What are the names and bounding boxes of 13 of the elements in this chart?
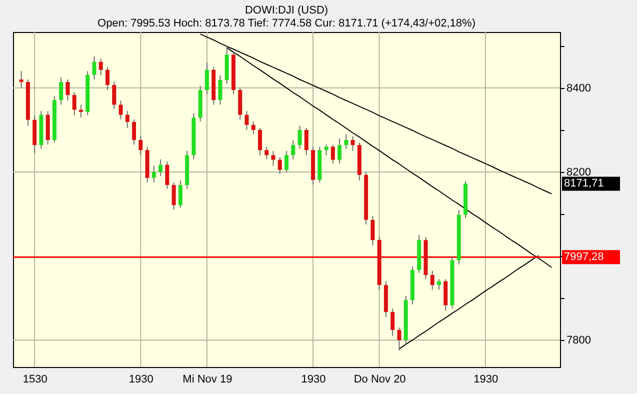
text: 8171,71 <box>564 178 604 190</box>
y-tick-label: 8200 <box>566 166 591 178</box>
x-tick-label: 1930 <box>128 374 154 386</box>
y-tick-label: 8400 <box>566 82 591 94</box>
chart-subtitle: Open: 7995.53 Hoch: 8173.78 Tief: 7774.58 Cur: 8171.71 (+174,43/+02,18%) <box>98 18 476 30</box>
y-tick-label: 7800 <box>566 334 591 347</box>
x-tick-label: Mi Nov 19 <box>182 374 232 386</box>
chart-title: DOWI:DJI (USD) <box>244 4 328 16</box>
x-tick-label: Do Nov 20 <box>354 374 406 386</box>
x-tick-label: 1930 <box>474 374 498 386</box>
ref-line-label: 7997,28 <box>564 251 604 264</box>
x-tick-label: 1930 <box>301 374 326 386</box>
x-tick-label: 1530 <box>22 374 48 386</box>
